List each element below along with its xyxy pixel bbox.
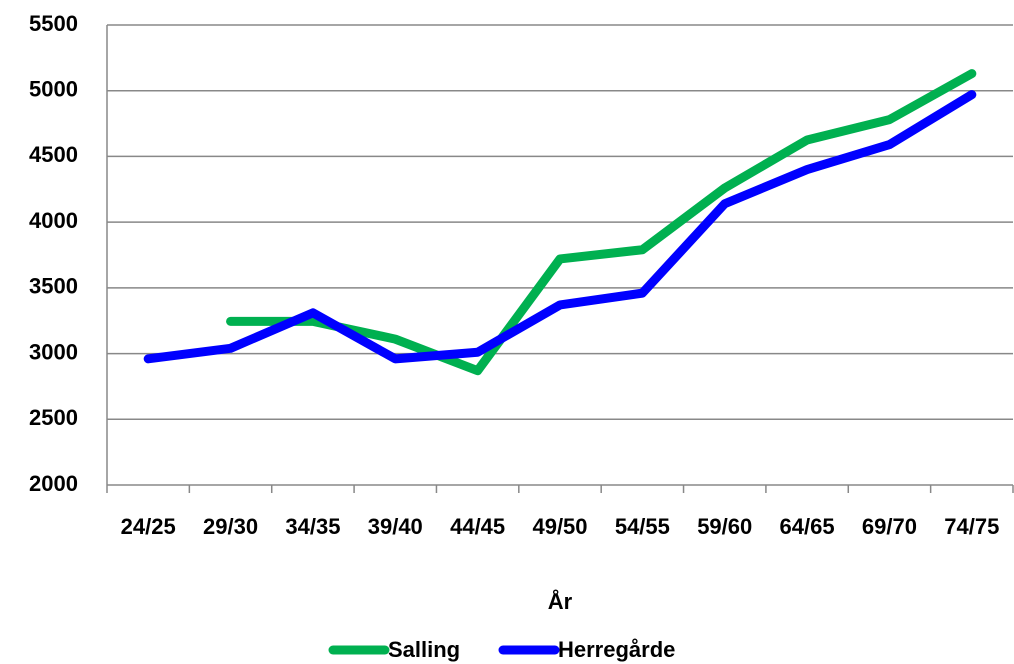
x-tick-label: 54/55	[615, 514, 670, 539]
y-tick-label: 5500	[29, 11, 78, 36]
y-tick-label: 2500	[29, 405, 78, 430]
x-tick-label: 74/75	[944, 514, 999, 539]
x-tick-label: 49/50	[532, 514, 587, 539]
y-tick-label: 5000	[29, 77, 78, 102]
x-tick-label: 34/35	[285, 514, 340, 539]
series-line	[226, 69, 977, 376]
legend-label: Salling	[388, 637, 460, 662]
x-tick-label: 64/65	[780, 514, 835, 539]
legend-label: Herregårde	[558, 637, 675, 662]
x-tick-label: 59/60	[697, 514, 752, 539]
y-tick-label: 2000	[29, 471, 78, 496]
y-tick-label: 3000	[29, 339, 78, 364]
x-tick-label: 44/45	[450, 514, 505, 539]
x-tick-label: 69/70	[862, 514, 917, 539]
x-tick-label: 29/30	[203, 514, 258, 539]
y-tick-label: 3500	[29, 274, 78, 299]
y-tick-label: 4000	[29, 208, 78, 233]
x-axis-title: År	[548, 588, 573, 614]
series-line	[143, 90, 977, 364]
x-tick-label: 39/40	[368, 514, 423, 539]
x-tick-label: 24/25	[121, 514, 176, 539]
y-tick-label: 4500	[29, 142, 78, 167]
